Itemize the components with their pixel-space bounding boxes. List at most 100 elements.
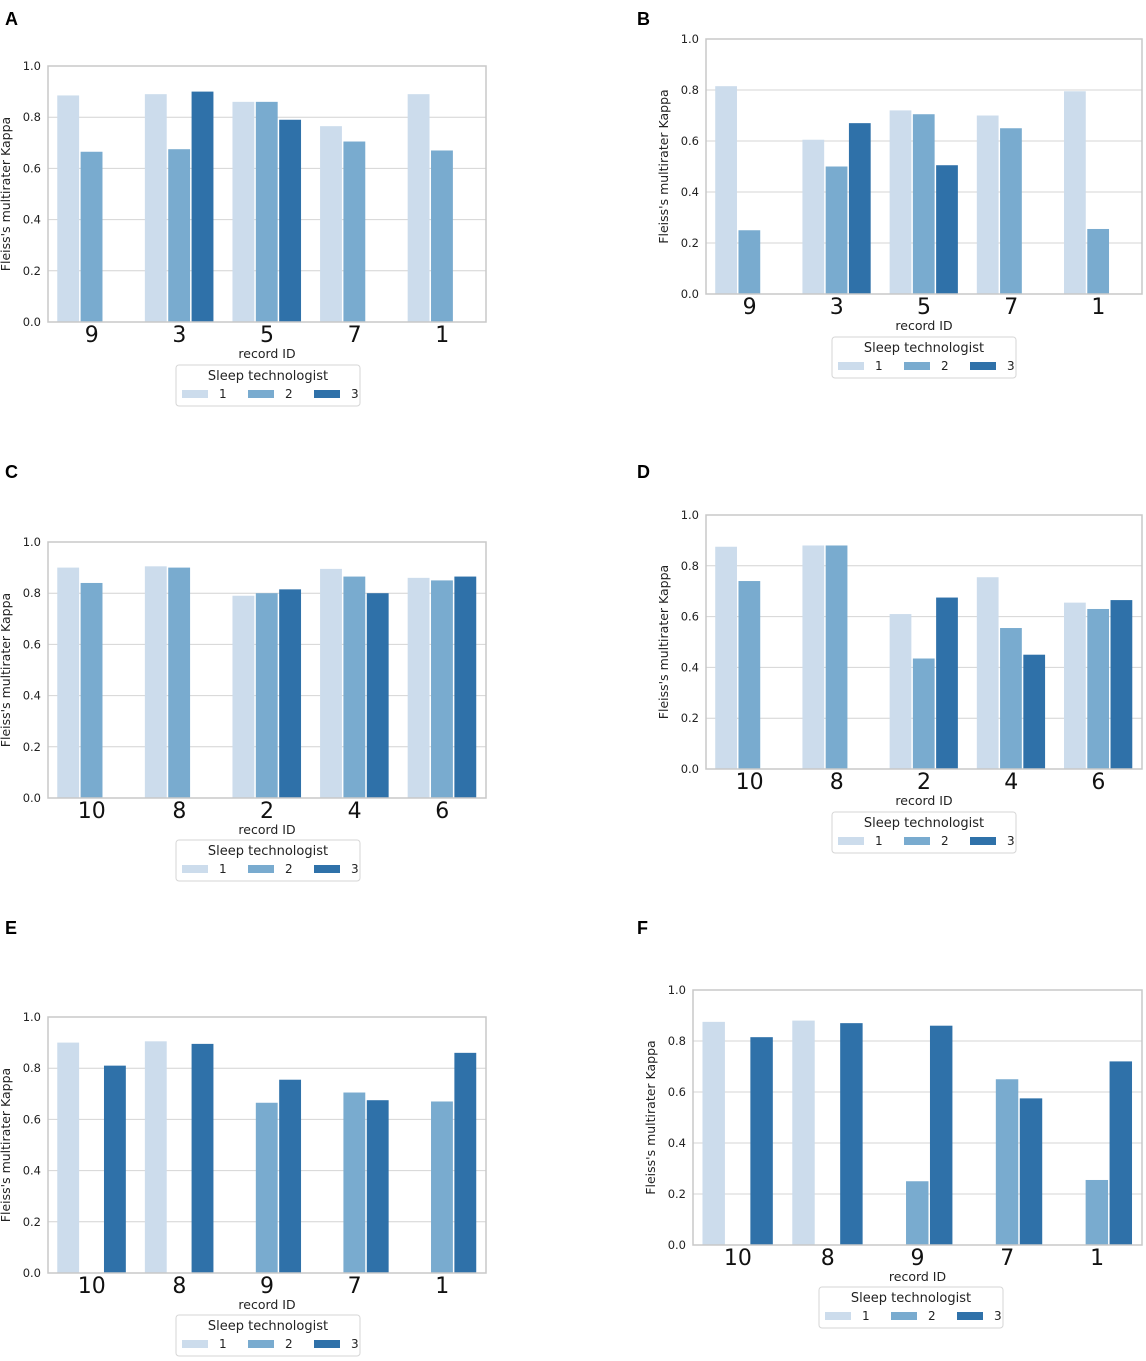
y-tick-label: 0.0 <box>23 1266 41 1280</box>
legend: Sleep technologist 1 2 3 <box>818 1286 1004 1329</box>
bar-tech1-record7 <box>976 115 999 294</box>
x-tick-label: 9 <box>85 323 99 348</box>
bar-tech3-record9 <box>279 1079 302 1273</box>
x-axis-label: record ID <box>238 1297 295 1312</box>
legend-swatch-2 <box>904 362 930 370</box>
bar-tech3-record5 <box>279 119 302 322</box>
bar-tech3-record2 <box>279 589 302 798</box>
x-tick-labels: 9 3 5 7 1 <box>85 323 449 348</box>
bar-tech1-record5 <box>232 101 255 322</box>
bar-tech2-record9 <box>255 1102 278 1273</box>
bar-tech3-record1 <box>1109 1061 1133 1245</box>
legend-label-1: 1 <box>875 359 883 373</box>
panel-e: E 0.0 0.2 0.4 0.6 0.8 1.0 10 8 9 7 1 record ID Fleiss… <box>0 906 573 1359</box>
bar-tech2-record4 <box>1000 628 1022 769</box>
legend-label-3: 3 <box>1007 834 1015 848</box>
panel-b: B 0.0 0.2 0.4 0.6 0.8 1.0 9 3 5 7 1 record ID Fleiss'… <box>573 0 1146 453</box>
x-tick-label: 1 <box>1090 1246 1104 1271</box>
plot-frame <box>47 1016 487 1274</box>
bars <box>57 566 477 798</box>
legend-label-2: 2 <box>941 834 949 848</box>
y-tick-label: 0.4 <box>668 1136 686 1150</box>
x-tick-label: 1 <box>435 1274 449 1299</box>
x-tick-label: 8 <box>172 799 186 824</box>
bar-tech2-record7 <box>343 1092 366 1273</box>
bar-tech1-record4 <box>320 568 342 798</box>
legend-swatch-3 <box>314 865 340 873</box>
x-tick-label: 9 <box>911 1246 925 1271</box>
bar-tech2-record5 <box>912 114 935 294</box>
plot-frame <box>47 65 487 323</box>
y-tick-label: 0.4 <box>23 1164 41 1178</box>
legend-swatch-2 <box>891 1312 917 1320</box>
x-tick-label: 5 <box>260 323 274 348</box>
bar-tech3-record9 <box>929 1025 953 1245</box>
bar-tech1-record10 <box>715 546 737 769</box>
legend-title: Sleep technologist <box>864 341 984 356</box>
y-tick-label: 1.0 <box>681 32 699 46</box>
y-tick-label: 1.0 <box>23 1010 41 1024</box>
y-tick-label: 0.6 <box>681 610 699 624</box>
bar-tech2-record7 <box>1000 128 1022 294</box>
legend-swatch-1 <box>838 837 864 845</box>
x-tick-label: 8 <box>830 770 844 795</box>
x-tick-labels: 10 8 9 7 1 <box>78 1274 449 1299</box>
y-axis-label: Fleiss's multirater Kappa <box>656 565 671 719</box>
bar-tech2-record7 <box>343 141 366 322</box>
legend-label-1: 1 <box>219 1337 227 1351</box>
legend-swatch-3 <box>957 1312 983 1320</box>
bar-tech1-record2 <box>232 595 255 798</box>
legend-label-3: 3 <box>351 862 359 876</box>
bar-tech1-record7 <box>320 126 342 322</box>
y-tick-label: 0.8 <box>23 586 41 600</box>
bar-tech1-record8 <box>802 545 825 769</box>
legend-label-3: 3 <box>351 387 359 401</box>
bar-tech3-record1 <box>454 1052 477 1273</box>
bar-tech2-record9 <box>738 230 761 294</box>
bar-tech2-record8 <box>825 545 848 769</box>
bar-tech1-record8 <box>144 1041 167 1273</box>
legend-swatch-2 <box>248 1340 274 1348</box>
y-tick-label: 0.4 <box>23 213 41 227</box>
x-tick-label: 8 <box>172 1274 186 1299</box>
x-tick-labels: 9 3 5 7 1 <box>743 295 1106 320</box>
x-tick-label: 2 <box>917 770 931 795</box>
x-tick-label: 2 <box>260 799 274 824</box>
chart-d: D 0.0 0.2 0.4 0.6 0.8 1.0 10 8 2 4 6 record ID Fleiss… <box>637 462 1143 854</box>
legend-label-1: 1 <box>219 387 227 401</box>
legend-title: Sleep technologist <box>208 369 328 384</box>
legend-label-2: 2 <box>928 1309 936 1323</box>
legend-swatch-3 <box>970 837 996 845</box>
y-tick-label: 0.2 <box>681 711 699 725</box>
y-tick-label: 0.4 <box>681 660 699 674</box>
y-tick-label: 0.2 <box>23 740 41 754</box>
y-tick-label: 0.2 <box>668 1187 686 1201</box>
y-tick-label: 1.0 <box>681 508 699 522</box>
y-tick-label: 0.8 <box>681 559 699 573</box>
legend-swatch-1 <box>182 865 208 873</box>
bar-tech2-record1 <box>1087 228 1110 294</box>
bar-tech3-record8 <box>840 1023 863 1245</box>
x-tick-label: 9 <box>260 1274 274 1299</box>
panel-letter: F <box>637 918 648 938</box>
y-tick-labels: 0.0 0.2 0.4 0.6 0.8 1.0 <box>668 983 686 1252</box>
bar-tech1-record1 <box>407 94 430 322</box>
bar-tech2-record1 <box>431 150 453 322</box>
bar-tech1-record3 <box>144 94 167 322</box>
panel-letter: B <box>637 9 650 29</box>
legend-swatch-1 <box>182 1340 208 1348</box>
x-tick-label: 3 <box>172 323 186 348</box>
bar-tech1-record10 <box>702 1021 725 1245</box>
legend: Sleep technologist 1 2 3 <box>831 811 1017 854</box>
y-tick-label: 0.8 <box>23 1061 41 1075</box>
legend-swatch-1 <box>838 362 864 370</box>
x-tick-label: 10 <box>78 799 106 824</box>
panel-letter: E <box>5 918 17 938</box>
y-tick-label: 0.8 <box>23 110 41 124</box>
legend-title: Sleep technologist <box>208 844 328 859</box>
plot-frame <box>47 541 487 799</box>
legend-swatch-2 <box>248 865 274 873</box>
bar-tech1-record9 <box>57 95 80 322</box>
x-tick-label: 1 <box>435 323 449 348</box>
y-tick-label: 0.8 <box>681 83 699 97</box>
